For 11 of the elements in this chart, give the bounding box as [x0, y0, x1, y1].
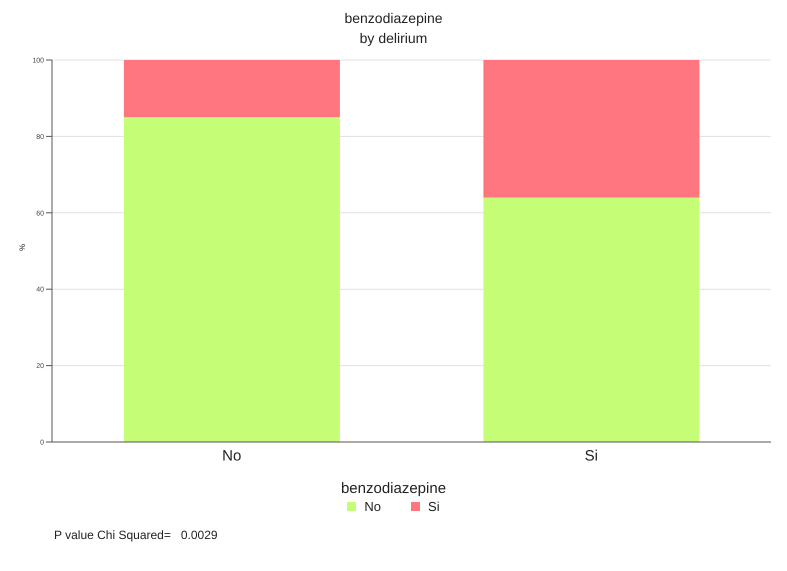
bar: [124, 60, 340, 118]
bar: [483, 60, 700, 198]
chart-subtitle: by delirium: [358, 29, 428, 48]
legend-title: benzodiazepine: [340, 480, 448, 497]
legend-label: Si: [427, 499, 440, 514]
bar: [483, 198, 700, 442]
y-axis-title: %: [18, 244, 27, 251]
legend-label: No: [363, 499, 382, 514]
bar: [124, 117, 340, 442]
text: P value Chi Squared= 0.0029: [54, 528, 219, 542]
chart-title: benzodiazepine: [343, 9, 444, 28]
